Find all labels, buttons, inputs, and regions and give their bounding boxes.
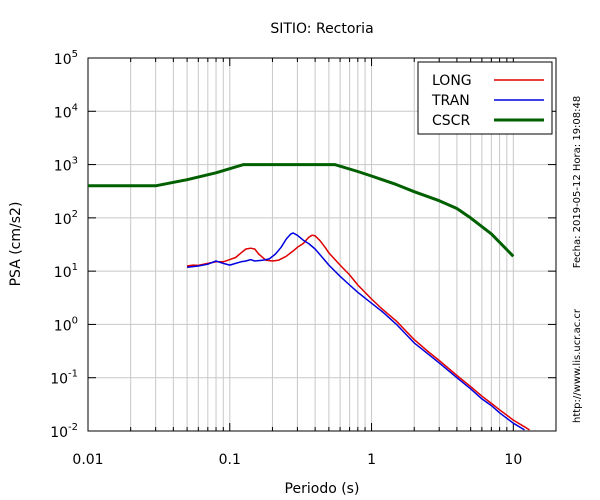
series-line-tran bbox=[187, 232, 525, 431]
legend-label-tran: TRAN bbox=[431, 93, 470, 109]
plot-area-border bbox=[87, 57, 557, 432]
x-tick-label: 0.1 bbox=[219, 452, 241, 468]
x-axis-tick-labels: 0.01 0.1 1 10 bbox=[72, 452, 522, 468]
x-tick-label: 0.01 bbox=[72, 452, 103, 468]
source-url: http://www.lis.ucr.ac.cr bbox=[572, 308, 583, 423]
y-tick-label: 10-1 bbox=[50, 369, 78, 388]
date-stamp: Fecha: 2019-05-12 Hora: 19:08:48 bbox=[572, 96, 583, 269]
y-tick-label: 101 bbox=[54, 262, 78, 281]
grid bbox=[88, 58, 556, 431]
legend-label-cscr: CSCR bbox=[432, 113, 470, 129]
legend: LONG TRAN CSCR bbox=[417, 61, 553, 135]
x-axis-label: Periodo (s) bbox=[285, 481, 360, 497]
series-lines bbox=[88, 163, 530, 431]
series-line-cscr bbox=[88, 163, 515, 258]
series-line-long bbox=[186, 234, 530, 431]
x-tick-label: 10 bbox=[504, 452, 522, 468]
y-tick-label: 104 bbox=[54, 102, 78, 121]
y-tick-label: 103 bbox=[54, 156, 78, 175]
axis-ticks bbox=[88, 57, 556, 432]
y-axis-tick-labels: 10-2 10-1 100 101 102 103 104 105 bbox=[50, 49, 78, 441]
x-tick-label: 1 bbox=[367, 452, 376, 468]
chart-title: SITIO: Rectoria bbox=[270, 21, 373, 37]
legend-box bbox=[417, 61, 553, 135]
y-tick-label: 10-2 bbox=[50, 422, 78, 441]
y-axis-label: PSA (cm/s2) bbox=[8, 202, 24, 287]
y-tick-label: 102 bbox=[54, 209, 78, 228]
legend-label-long: LONG bbox=[432, 73, 472, 89]
y-tick-label: 100 bbox=[54, 315, 78, 334]
y-tick-label: 105 bbox=[54, 49, 78, 68]
